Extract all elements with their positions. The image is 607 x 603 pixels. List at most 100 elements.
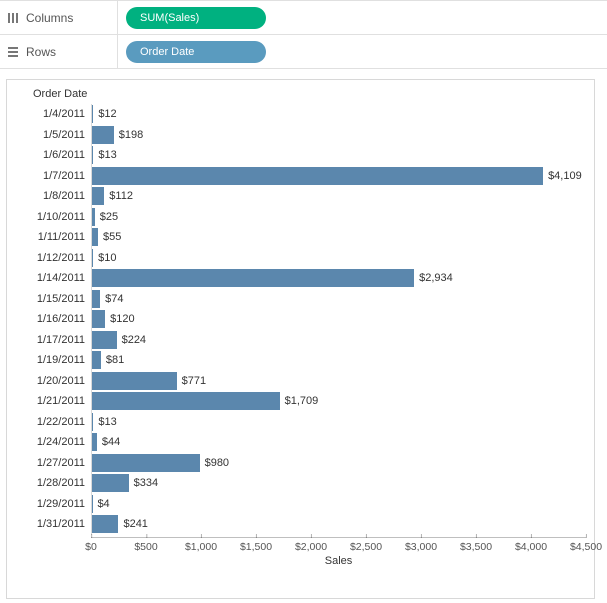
chart-body: 1/4/2011$121/5/2011$1981/6/2011$131/7/20… (15, 104, 586, 535)
bar-value-label: $198 (114, 129, 143, 141)
bar-track: $13 (91, 145, 586, 166)
bar-value-label: $112 (104, 190, 133, 202)
bar[interactable] (92, 331, 117, 349)
row-date-label: 1/12/2011 (15, 252, 91, 264)
bar-track: $2,934 (91, 268, 586, 289)
bar-row: 1/31/2011 $241 (15, 514, 586, 535)
bar-value-label: $44 (97, 436, 120, 448)
bar-value-label: $4 (92, 498, 109, 510)
row-date-label: 1/11/2011 (15, 231, 91, 243)
row-date-label: 1/4/2011 (15, 108, 91, 120)
bar-row: 1/21/2011 $1,709 (15, 391, 586, 412)
bar-value-label: $74 (100, 293, 123, 305)
row-date-label: 1/22/2011 (15, 416, 91, 428)
bar-row: 1/11/2011 $55 (15, 227, 586, 248)
bar-track: $241 (91, 514, 586, 535)
bar-row: 1/20/2011$771 (15, 371, 586, 392)
row-date-label: 1/14/2011 (15, 272, 91, 284)
row-date-label: 1/28/2011 (15, 477, 91, 489)
bar-track: $25 (91, 207, 586, 228)
bar-row: 1/6/2011$13 (15, 145, 586, 166)
row-date-label: 1/10/2011 (15, 211, 91, 223)
bar[interactable] (92, 167, 543, 185)
bar-row: 1/12/2011$10 (15, 248, 586, 269)
x-tick: $1,500 (240, 538, 272, 553)
bar-row: 1/29/2011$4 (15, 494, 586, 515)
bar-value-label: $13 (93, 149, 116, 161)
bar-track: $334 (91, 473, 586, 494)
bar-track: $224 (91, 330, 586, 351)
columns-shelf-label: Columns (6, 1, 118, 34)
row-date-label: 1/21/2011 (15, 395, 91, 407)
row-date-label: 1/16/2011 (15, 313, 91, 325)
columns-pill-text: SUM(Sales) (140, 12, 199, 24)
bar-row: 1/8/2011$112 (15, 186, 586, 207)
columns-shelf[interactable]: Columns SUM(Sales) (0, 0, 607, 34)
bar-value-label: $241 (118, 518, 147, 530)
rows-pill[interactable]: Order Date (126, 41, 266, 63)
bar-value-label: $224 (117, 334, 146, 346)
chart-header: Order Date (33, 88, 586, 100)
bar-track: $198 (91, 125, 586, 146)
bar-track: $4,109 (91, 166, 586, 187)
bar-row: 1/19/2011$81 (15, 350, 586, 371)
row-date-label: 1/15/2011 (15, 293, 91, 305)
row-date-label: 1/31/2011 (15, 518, 91, 530)
bar-value-label: $2,934 (414, 272, 453, 284)
bar[interactable] (92, 515, 118, 533)
bar[interactable] (92, 372, 177, 390)
bar[interactable] (92, 474, 129, 492)
row-date-label: 1/17/2011 (15, 334, 91, 346)
bar-row: 1/7/2011$4,109 (15, 166, 586, 187)
bar-track: $4 (91, 494, 586, 515)
bar-row: 1/4/2011$12 (15, 104, 586, 125)
bar-track: $13 (91, 412, 586, 433)
bar-row: 1/22/2011$13 (15, 412, 586, 433)
rows-icon (6, 45, 20, 59)
bar[interactable] (92, 454, 200, 472)
rows-shelf-label: Rows (6, 35, 118, 68)
bar[interactable] (92, 187, 104, 205)
bar-value-label: $10 (93, 252, 116, 264)
columns-label-text: Columns (26, 11, 73, 25)
bar[interactable] (92, 269, 414, 287)
bar-track: $112 (91, 186, 586, 207)
bar-track: $81 (91, 350, 586, 371)
x-tick: $4,000 (515, 538, 547, 553)
x-tick: $2,000 (295, 538, 327, 553)
bar-row: 1/24/2011 $44 (15, 432, 586, 453)
bar-track: $55 (91, 227, 586, 248)
x-tick: $3,500 (460, 538, 492, 553)
bar-value-label: $81 (101, 354, 124, 366)
x-tick: $0 (85, 538, 97, 553)
bar-value-label: $13 (93, 416, 116, 428)
bar-track: $74 (91, 289, 586, 310)
rows-shelf[interactable]: Rows Order Date (0, 34, 607, 68)
bar-track: $44 (91, 432, 586, 453)
x-tick: $3,000 (405, 538, 437, 553)
row-date-label: 1/20/2011 (15, 375, 91, 387)
bar[interactable] (92, 126, 114, 144)
bar-row: 1/14/2011 $2,934 (15, 268, 586, 289)
viz-area: Order Date 1/4/2011$121/5/2011$1981/6/20… (0, 69, 607, 603)
bar-row: 1/5/2011$198 (15, 125, 586, 146)
shelves-panel: Columns SUM(Sales) Rows Order Date (0, 0, 607, 69)
x-axis-title: Sales (15, 555, 586, 567)
row-date-label: 1/24/2011 (15, 436, 91, 448)
bar-track: $10 (91, 248, 586, 269)
bar[interactable] (92, 392, 280, 410)
bar-value-label: $334 (129, 477, 158, 489)
bar[interactable] (92, 310, 105, 328)
bar[interactable] (92, 351, 101, 369)
row-date-label: 1/29/2011 (15, 498, 91, 510)
bar-track: $1,709 (91, 391, 586, 412)
bar-row: 1/17/2011 $224 (15, 330, 586, 351)
columns-pill[interactable]: SUM(Sales) (126, 7, 266, 29)
bar[interactable] (92, 290, 100, 308)
bar-track: $980 (91, 453, 586, 474)
bar-value-label: $4,109 (543, 170, 582, 182)
bar-value-label: $55 (98, 231, 121, 243)
row-date-label: 1/6/2011 (15, 149, 91, 161)
bar-value-label: $1,709 (280, 395, 319, 407)
bar-value-label: $120 (105, 313, 134, 325)
